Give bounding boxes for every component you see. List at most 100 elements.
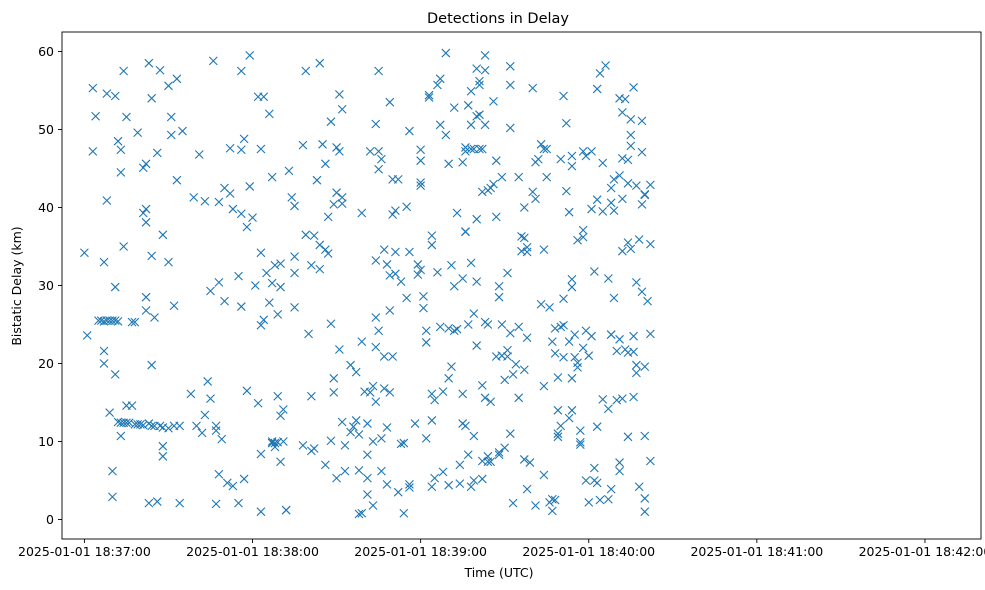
data-point: [110, 370, 120, 379]
x-axis: 2025-01-01 18:37:00 2025-01-01 18:38:00 20…: [18, 539, 985, 559]
data-point: [267, 278, 277, 288]
data-point: [483, 320, 493, 329]
data-point: [637, 287, 647, 297]
data-point: [567, 405, 577, 415]
data-point: [486, 183, 496, 193]
data-point: [550, 324, 560, 333]
data-point: [320, 159, 330, 169]
data-point: [480, 393, 490, 403]
y-axis: 0 10 20 30 40 50 60: [38, 44, 62, 527]
data-point: [382, 480, 392, 489]
data-point: [222, 478, 232, 488]
data-point: [503, 345, 512, 355]
data-point: [175, 421, 185, 431]
data-point: [141, 159, 151, 169]
y-tick-label: 60: [38, 44, 54, 59]
data-point: [155, 421, 165, 431]
data-point: [441, 130, 451, 140]
data-point: [435, 74, 445, 84]
data-point: [200, 410, 210, 420]
y-tick-label: 30: [38, 278, 54, 293]
data-point: [452, 324, 462, 334]
data-point: [458, 274, 468, 283]
data-point: [382, 260, 392, 269]
data-point: [640, 189, 650, 199]
data-point: [377, 466, 386, 476]
data-point: [371, 119, 381, 129]
data-point: [382, 423, 392, 432]
data-point: [447, 362, 456, 372]
x-tick-label: 2025-01-01 18:37:00: [18, 544, 151, 559]
data-point: [391, 206, 400, 216]
y-tick-label: 40: [38, 200, 54, 215]
data-point: [225, 189, 235, 198]
data-point: [542, 172, 552, 182]
data-point: [469, 431, 479, 441]
data-point: [377, 154, 386, 164]
data-point: [449, 103, 459, 113]
data-point: [245, 182, 255, 191]
data-point: [553, 429, 563, 439]
data-point: [379, 245, 389, 255]
data-point: [424, 93, 434, 102]
data-point: [444, 480, 454, 490]
data-point: [542, 144, 552, 154]
data-point: [236, 66, 246, 76]
data-point: [505, 123, 515, 133]
data-point: [239, 134, 249, 144]
data-point: [581, 476, 591, 485]
data-point: [469, 309, 479, 318]
data-point: [612, 395, 622, 405]
data-point: [354, 465, 364, 475]
data-point: [416, 181, 426, 191]
data-point: [508, 498, 518, 508]
data-point: [337, 192, 347, 202]
data-point: [385, 97, 395, 107]
data-point: [351, 367, 361, 377]
data-point: [637, 147, 647, 157]
data-point: [306, 391, 316, 401]
data-point: [578, 232, 588, 242]
data-point: [320, 245, 330, 255]
data-point: [152, 497, 162, 506]
data-point: [472, 277, 482, 286]
data-point: [427, 416, 437, 425]
data-point: [531, 194, 540, 204]
y-axis-label: Bistatic Delay (km): [9, 226, 24, 345]
data-point: [570, 330, 580, 340]
data-point: [116, 145, 126, 155]
data-point: [547, 506, 557, 516]
data-point: [228, 481, 238, 491]
data-point: [264, 109, 274, 119]
data-point: [298, 441, 308, 450]
data-point: [245, 51, 255, 60]
data-point: [629, 331, 638, 341]
data-point: [105, 408, 115, 418]
data-point: [259, 92, 269, 102]
data-point: [236, 302, 246, 311]
data-point: [357, 337, 367, 347]
data-point: [508, 370, 518, 379]
data-point: [189, 192, 199, 202]
data-point: [458, 157, 468, 167]
data-point: [138, 163, 148, 173]
data-point: [419, 303, 428, 313]
data-point: [494, 450, 504, 460]
data-point: [561, 186, 571, 196]
data-point: [505, 80, 515, 90]
data-point: [284, 166, 294, 176]
data-point: [388, 210, 398, 219]
data-point: [567, 282, 577, 292]
data-point: [626, 141, 636, 151]
data-point: [371, 397, 381, 407]
data-point: [519, 455, 529, 464]
data-point: [511, 359, 521, 369]
data-point: [166, 130, 176, 140]
y-tick-label: 50: [38, 122, 54, 137]
data-point: [475, 80, 484, 90]
data-point: [497, 172, 507, 182]
data-point: [637, 116, 647, 126]
data-point: [645, 456, 655, 466]
data-point: [587, 331, 596, 341]
x-tick-label: 2025-01-01 18:40:00: [522, 544, 655, 559]
